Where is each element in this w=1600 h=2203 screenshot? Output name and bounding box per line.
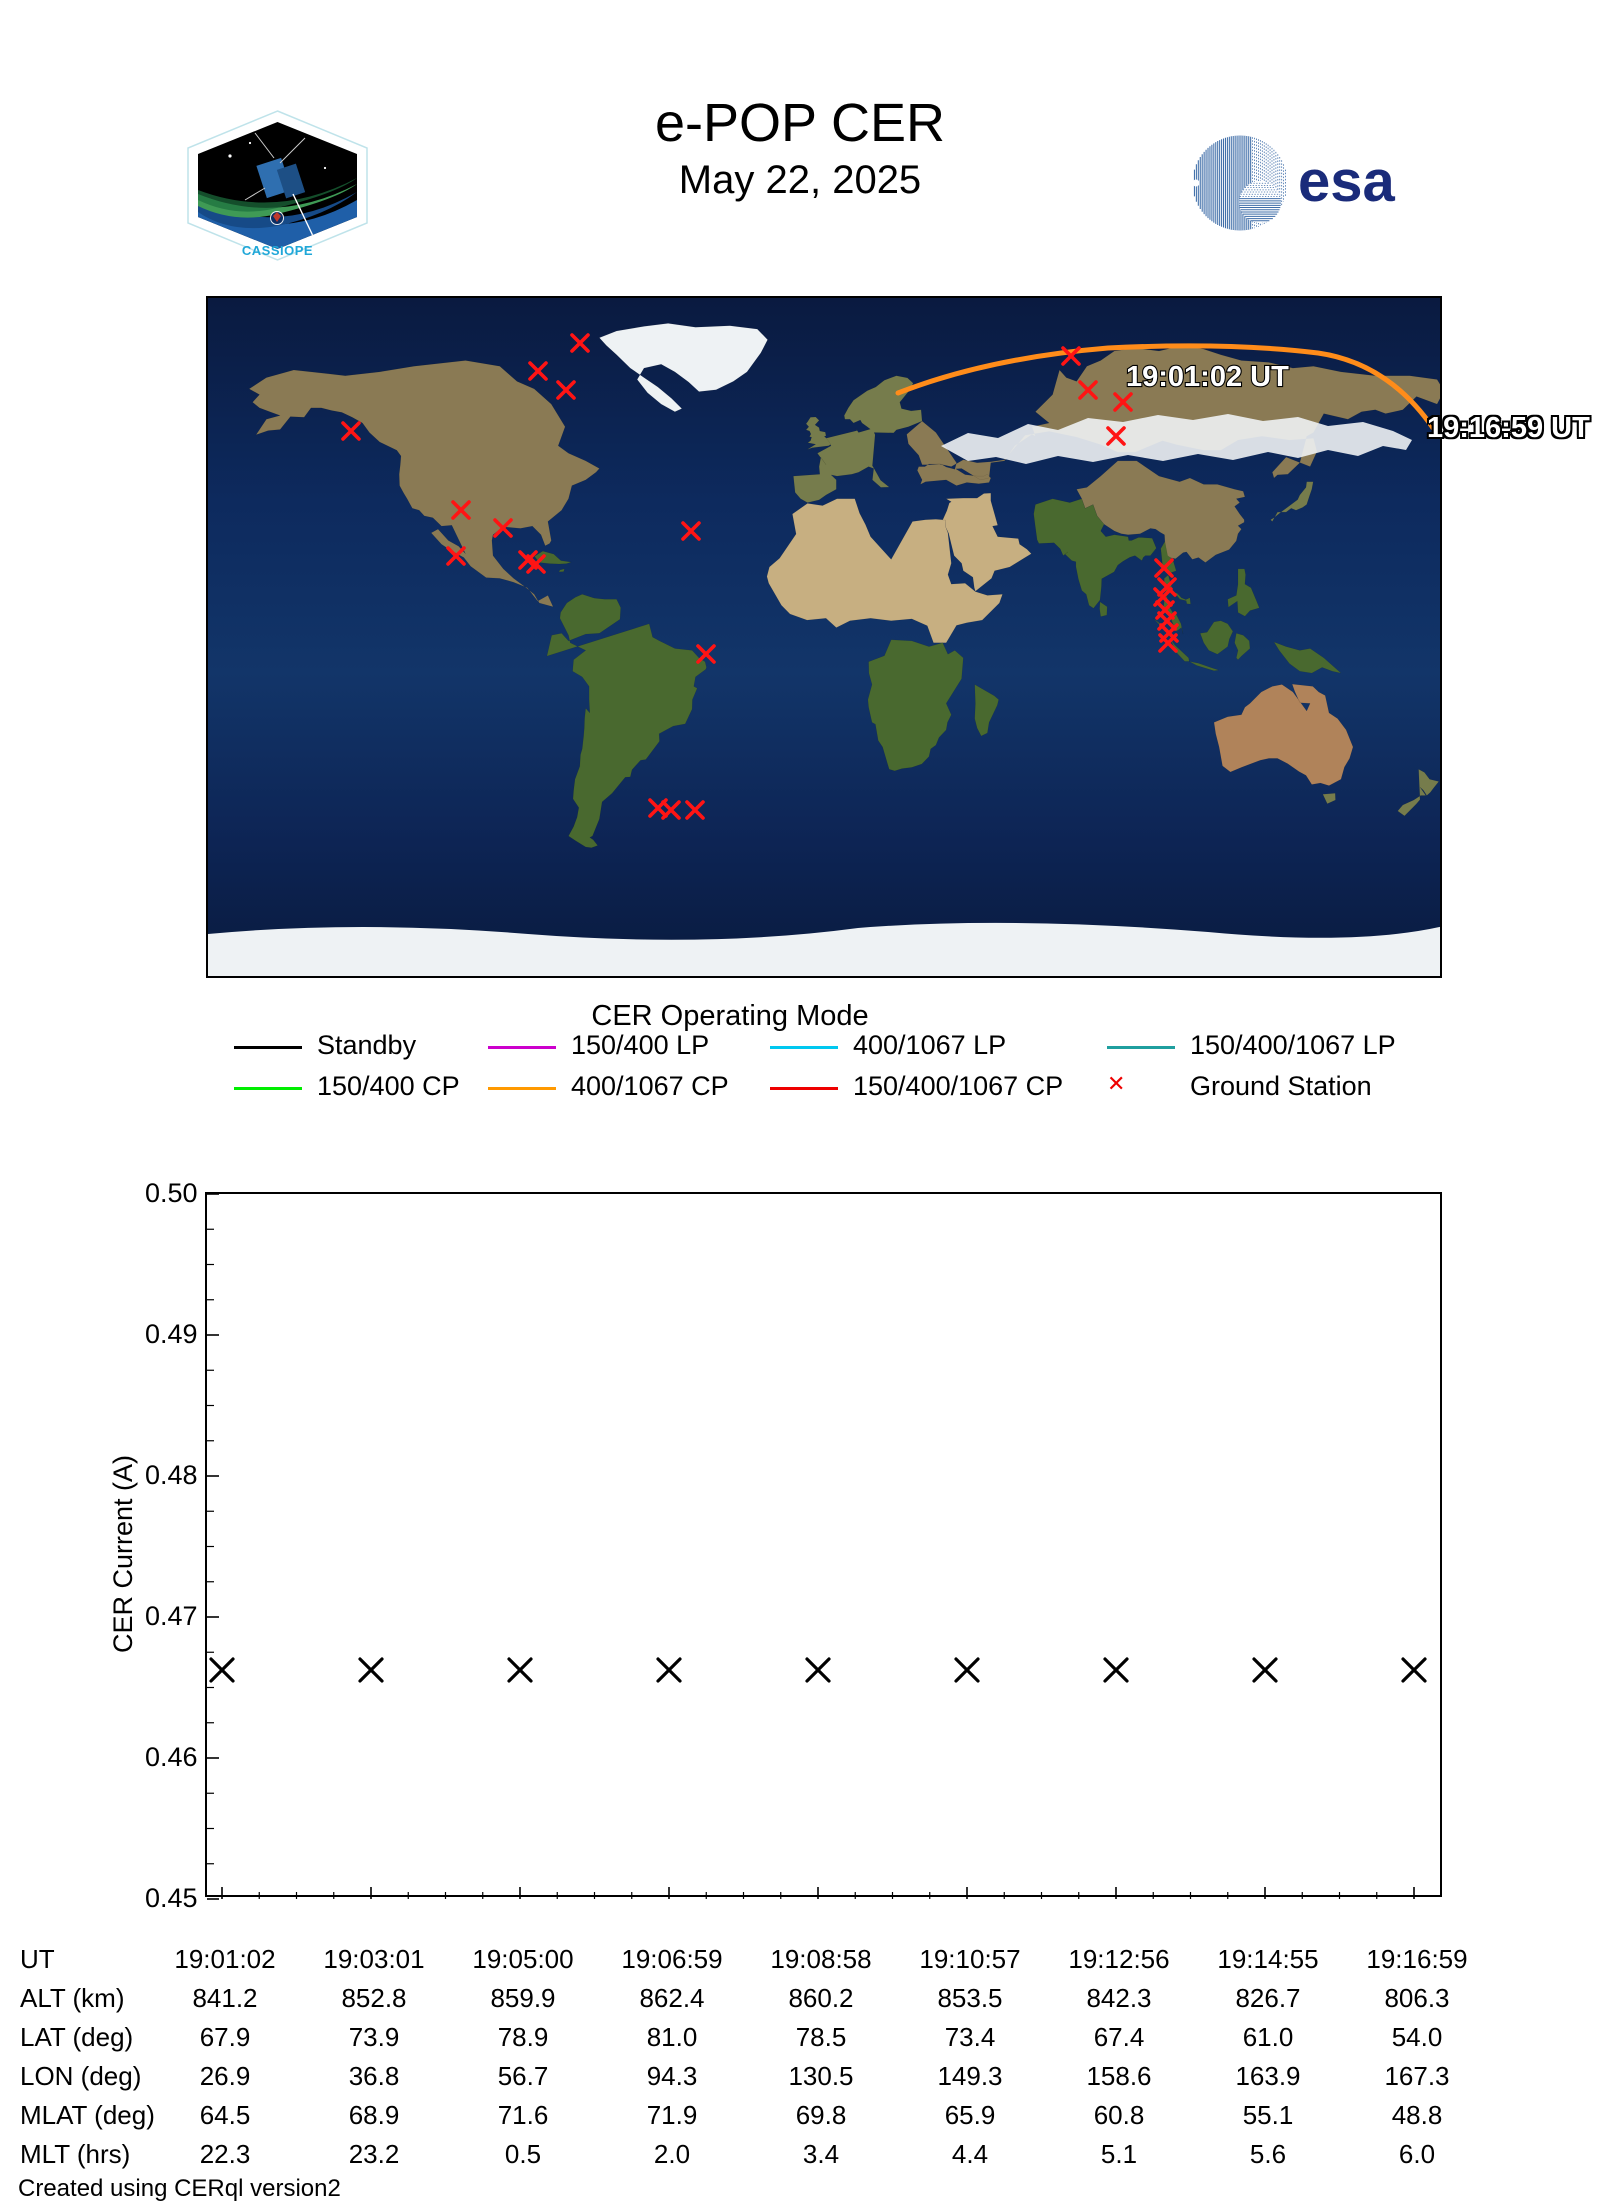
svg-text:CASSIOPE: CASSIOPE <box>242 243 313 258</box>
svg-text:19:01:02 UT: 19:01:02 UT <box>1126 361 1289 393</box>
svg-text:CER Current (A): CER Current (A) <box>108 1455 138 1653</box>
svg-text:esa: esa <box>1298 149 1396 214</box>
